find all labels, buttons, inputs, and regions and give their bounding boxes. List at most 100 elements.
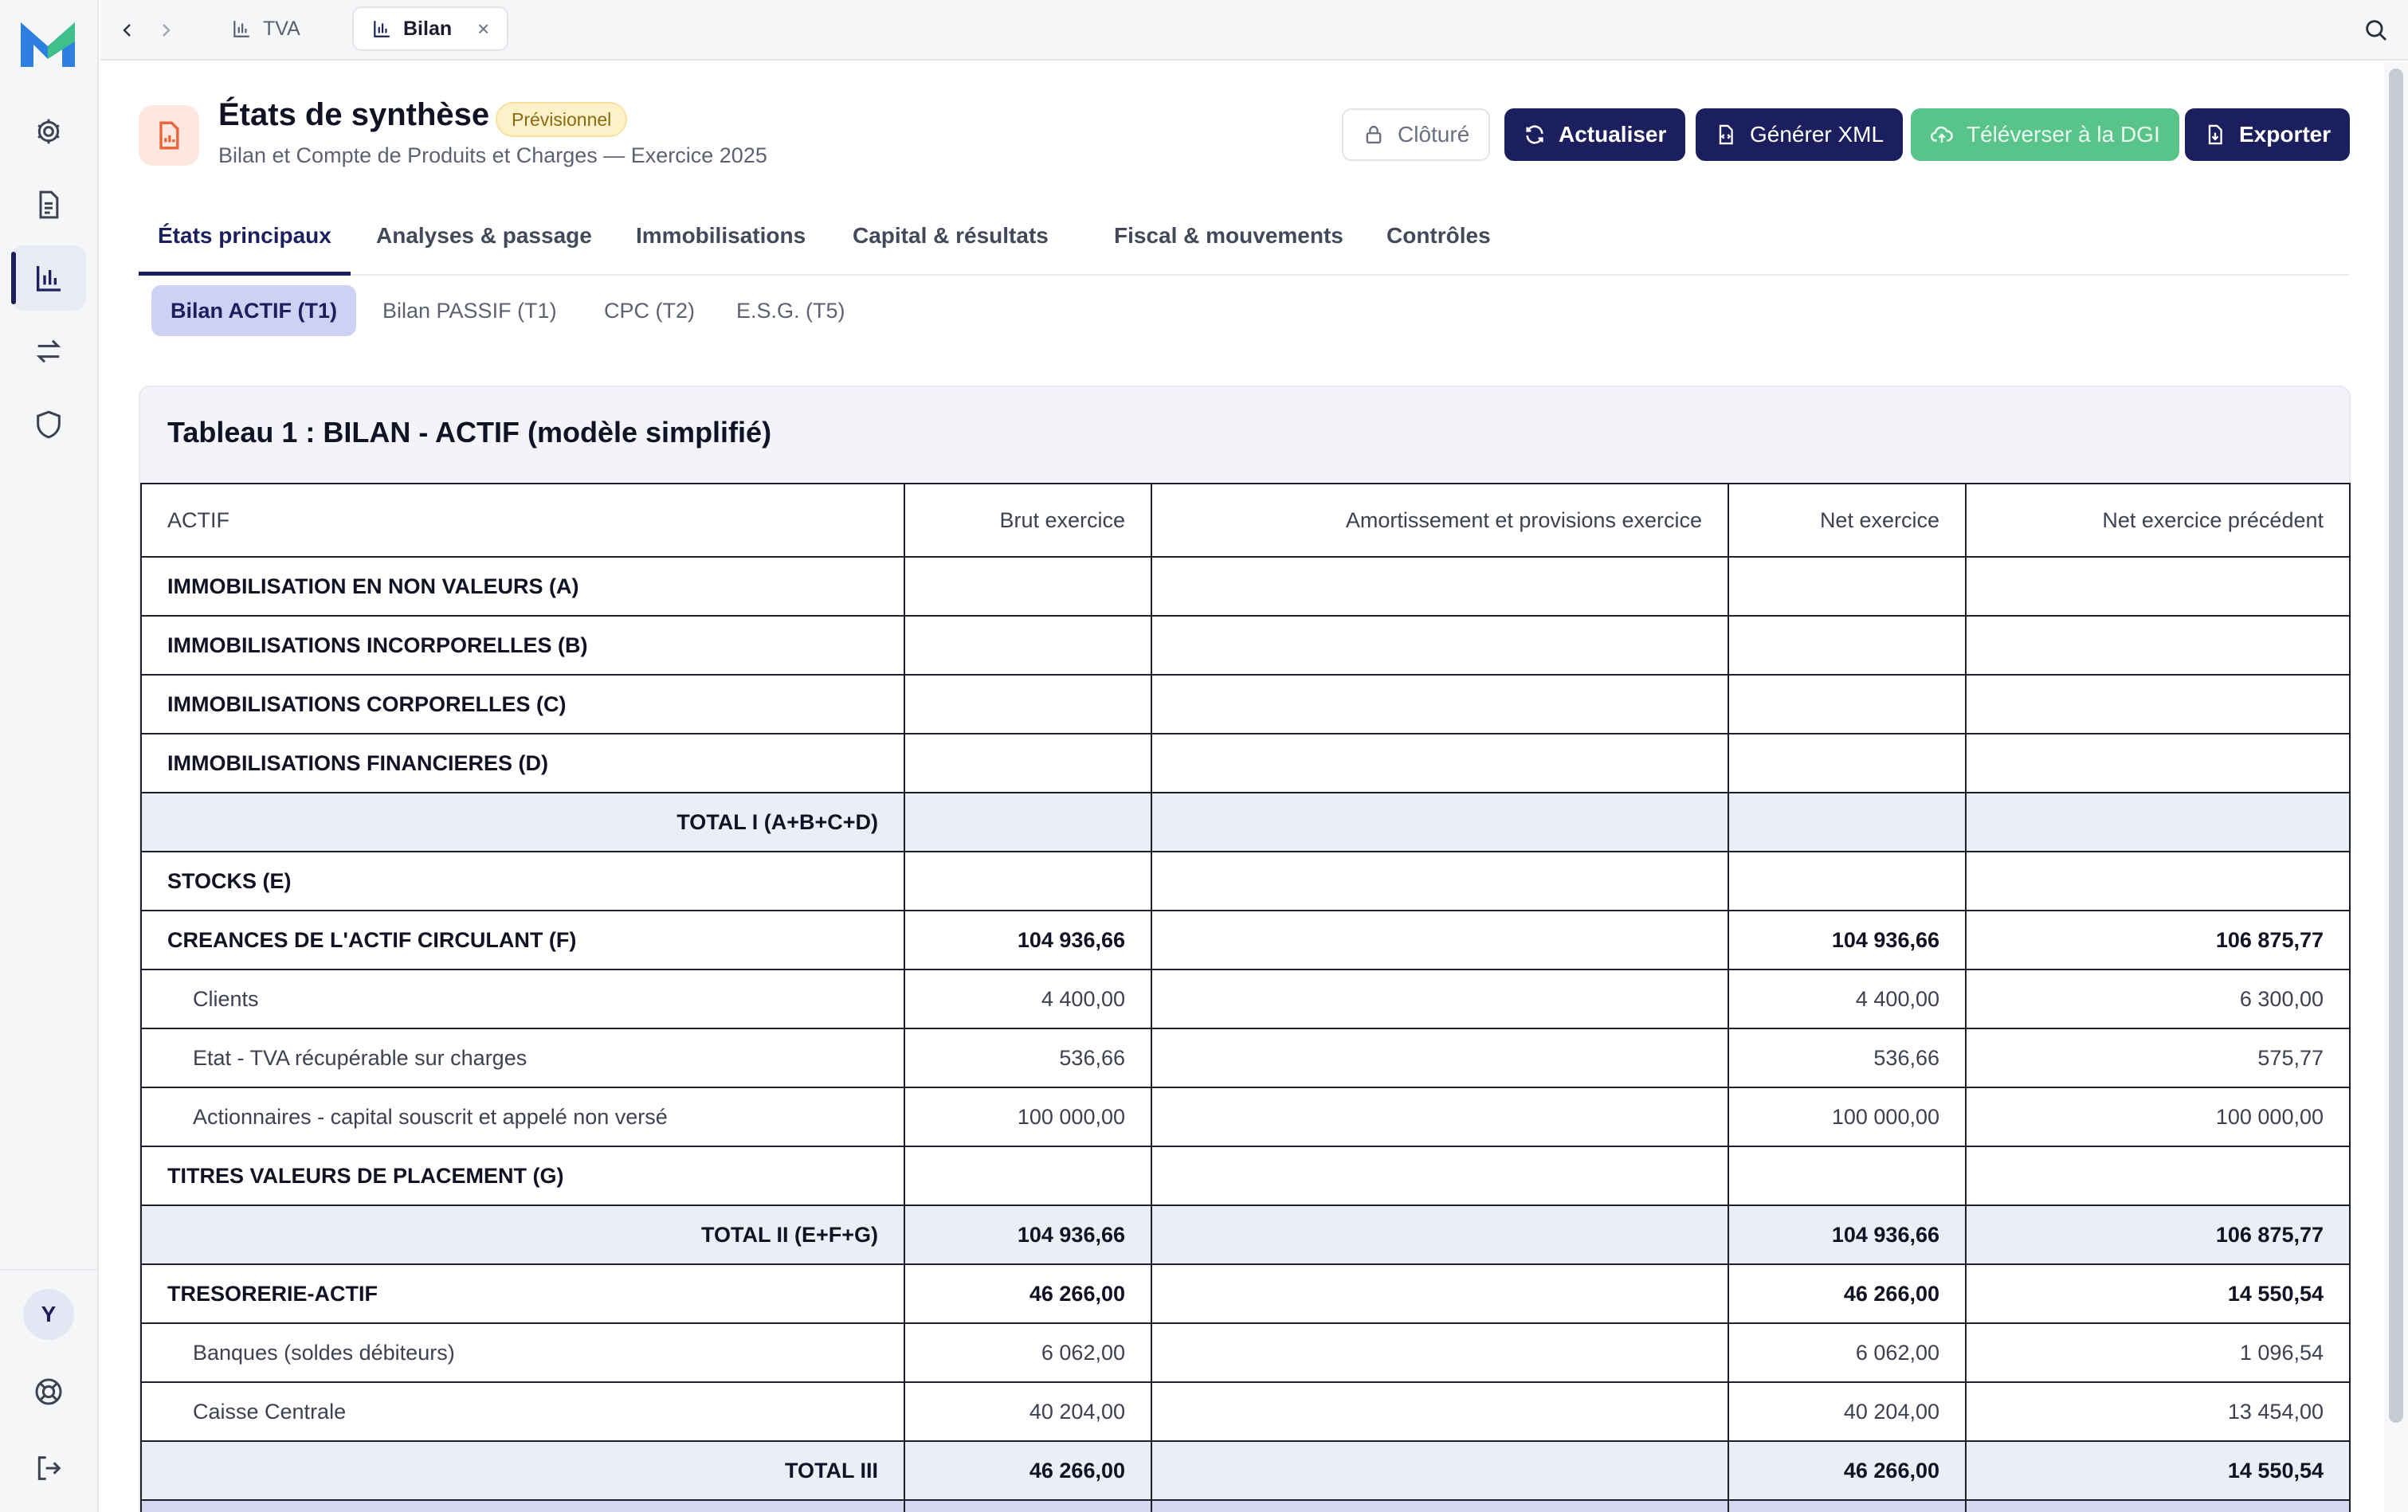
chevron-right-icon bbox=[163, 24, 171, 37]
cell-prev bbox=[1965, 733, 2351, 793]
cell-amort bbox=[1151, 1146, 1729, 1206]
search-button[interactable] bbox=[2360, 14, 2392, 46]
table-header-row: ACTIF Brut exercice Amortissement et pro… bbox=[140, 483, 2351, 558]
sidebar-item-reports[interactable] bbox=[11, 245, 86, 311]
back-button[interactable] bbox=[113, 16, 142, 45]
sidebar-item-settings[interactable] bbox=[11, 99, 86, 164]
sidebar-item-transfers[interactable] bbox=[11, 319, 86, 384]
sidebar-divider bbox=[0, 1269, 97, 1271]
tab-bilan[interactable]: Bilan × bbox=[352, 6, 509, 51]
table-cell bbox=[904, 1499, 1152, 1512]
forward-button[interactable] bbox=[151, 16, 180, 45]
logout-button[interactable] bbox=[18, 1437, 80, 1499]
tab-bar: TVA Bilan × bbox=[100, 0, 2408, 61]
column-header: Net exercice bbox=[1728, 483, 1967, 558]
table-row: IMMOBILISATIONS INCORPORELLES (B) bbox=[140, 615, 2351, 676]
cell-prev: 100 000,00 bbox=[1965, 1087, 2351, 1147]
cell-brut bbox=[904, 792, 1152, 852]
cell-amort bbox=[1151, 969, 1729, 1029]
file-code-icon bbox=[1719, 124, 1733, 145]
row-label: IMMOBILISATIONS INCORPORELLES (B) bbox=[140, 615, 905, 676]
subtab-esg[interactable]: E.S.G. (T5) bbox=[736, 298, 845, 323]
televerser-button[interactable]: Téléverser à la DGI bbox=[1911, 108, 2179, 161]
subtab-bilan-actif[interactable]: Bilan ACTIF (T1) bbox=[151, 285, 356, 336]
shield-icon bbox=[37, 410, 61, 439]
table-row: TOTAL I (A+B+C+D) bbox=[140, 792, 2351, 852]
cell-net: 104 936,66 bbox=[1728, 910, 1967, 970]
cell-amort bbox=[1151, 733, 1729, 793]
cell-amort bbox=[1151, 792, 1729, 852]
bilan-actif-table: ACTIF Brut exercice Amortissement et pro… bbox=[140, 483, 2351, 1512]
cell-prev: 106 875,77 bbox=[1965, 1205, 2351, 1265]
tab-fiscal-mouvements[interactable]: Fiscal & mouvements bbox=[1114, 223, 1343, 248]
table-row: IMMOBILISATIONS FINANCIERES (D) bbox=[140, 733, 2351, 793]
row-label: TOTAL I (A+B+C+D) bbox=[140, 792, 905, 852]
tab-capital-resultats[interactable]: Capital & résultats bbox=[853, 223, 1049, 248]
help-button[interactable] bbox=[18, 1361, 80, 1423]
cell-amort bbox=[1151, 1381, 1729, 1442]
generer-xml-button[interactable]: Générer XML bbox=[1696, 108, 1904, 161]
table-row: CREANCES DE L'ACTIF CIRCULANT (F) 104 936… bbox=[140, 910, 2351, 970]
close-icon[interactable]: × bbox=[477, 16, 490, 41]
tab-immobilisations[interactable]: Immobilisations bbox=[636, 223, 806, 248]
row-label: TOTAL II (E+F+G) bbox=[140, 1205, 905, 1265]
sidebar-item-documents[interactable] bbox=[11, 172, 86, 237]
tab-tva[interactable]: TVA bbox=[214, 6, 318, 51]
section-tabs: États principaux Analyses & passage Immo… bbox=[139, 210, 2349, 276]
tab-label: TVA bbox=[263, 17, 300, 40]
table-cell bbox=[140, 1499, 905, 1512]
cell-net bbox=[1728, 615, 1967, 676]
table-row: Etat - TVA récupérable sur charges 536,66… bbox=[140, 1028, 2351, 1088]
table-row: TOTAL II (E+F+G) 104 936,66 104 936,66 106 … bbox=[140, 1205, 2351, 1265]
table-row: TRESORERIE-ACTIF 46 266,00 46 266,00 14 550… bbox=[140, 1263, 2351, 1324]
cell-amort bbox=[1151, 1440, 1729, 1501]
row-label: Caisse Centrale bbox=[140, 1381, 905, 1442]
table-cell bbox=[1728, 1499, 1967, 1512]
cell-amort bbox=[1151, 910, 1729, 970]
table-row: Actionnaires - capital souscrit et appel… bbox=[140, 1087, 2351, 1147]
cell-amort bbox=[1151, 615, 1729, 676]
cell-prev: 575,77 bbox=[1965, 1028, 2351, 1088]
table-row bbox=[140, 1499, 2351, 1512]
scrollbar-thumb[interactable] bbox=[2389, 69, 2403, 1423]
exporter-button[interactable]: Exporter bbox=[2185, 108, 2351, 161]
row-label: TRESORERIE-ACTIF bbox=[140, 1263, 905, 1324]
cell-prev: 14 550,54 bbox=[1965, 1440, 2351, 1501]
column-header: Brut exercice bbox=[904, 483, 1152, 558]
cell-prev bbox=[1965, 851, 2351, 911]
cell-net: 536,66 bbox=[1728, 1028, 1967, 1088]
row-label: Actionnaires - capital souscrit et appel… bbox=[140, 1087, 905, 1147]
cloture-button[interactable]: Clôturé bbox=[1342, 108, 1491, 161]
cell-amort bbox=[1151, 851, 1729, 911]
cell-brut: 104 936,66 bbox=[904, 910, 1152, 970]
tab-controles[interactable]: Contrôles bbox=[1386, 223, 1491, 248]
cell-prev bbox=[1965, 674, 2351, 734]
logout-icon bbox=[37, 1456, 61, 1480]
cell-prev: 106 875,77 bbox=[1965, 910, 2351, 970]
cell-prev bbox=[1965, 1146, 2351, 1206]
tab-analyses-passage[interactable]: Analyses & passage bbox=[376, 223, 592, 248]
row-label: IMMOBILISATIONS CORPORELLES (C) bbox=[140, 674, 905, 734]
subtab-bilan-passif[interactable]: Bilan PASSIF (T1) bbox=[382, 298, 557, 323]
column-header: Net exercice précédent bbox=[1965, 483, 2351, 558]
status-badge: Prévisionnel bbox=[496, 102, 628, 137]
cell-brut: 46 266,00 bbox=[904, 1440, 1152, 1501]
actualiser-button[interactable]: Actualiser bbox=[1504, 108, 1686, 161]
cell-net bbox=[1728, 674, 1967, 734]
cell-amort bbox=[1151, 1087, 1729, 1147]
cell-net: 40 204,00 bbox=[1728, 1381, 1967, 1442]
table-row: Caisse Centrale 40 204,00 40 204,00 13 454,… bbox=[140, 1381, 2351, 1442]
tab-etats-principaux[interactable]: États principaux bbox=[139, 223, 351, 276]
cell-brut bbox=[904, 615, 1152, 676]
row-label: Banques (soldes débiteurs) bbox=[140, 1322, 905, 1383]
row-label: IMMOBILISATIONS FINANCIERES (D) bbox=[140, 733, 905, 793]
subtab-cpc[interactable]: CPC (T2) bbox=[604, 298, 695, 323]
row-label: Clients bbox=[140, 969, 905, 1029]
lifebuoy-icon bbox=[35, 1378, 62, 1405]
avatar[interactable]: Y bbox=[23, 1289, 74, 1340]
app-logo[interactable] bbox=[18, 18, 78, 70]
button-label: Actualiser bbox=[1559, 122, 1667, 147]
lock-icon bbox=[1366, 125, 1382, 144]
sidebar: Y bbox=[0, 0, 99, 1512]
sidebar-item-security[interactable] bbox=[11, 392, 86, 457]
